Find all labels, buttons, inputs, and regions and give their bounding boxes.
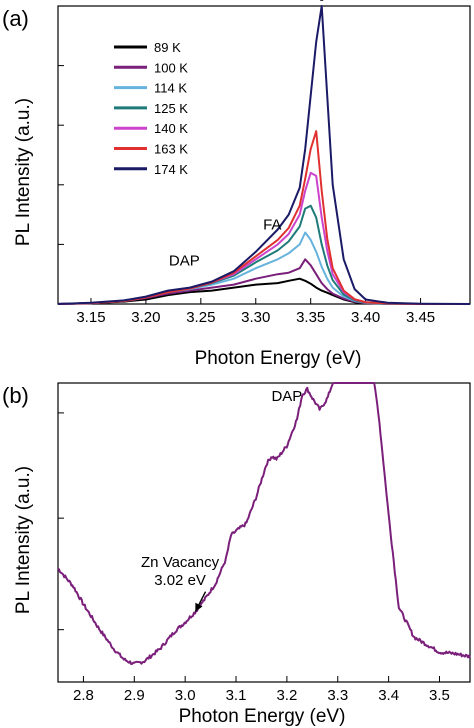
x-tick-label: 3.15 (76, 309, 105, 326)
panel-a-legend: 89 K 100 K 114 K 125 K 140 K 163 K 174 K (114, 40, 188, 177)
annotation-1: FA (263, 217, 281, 234)
x-tick-label: 3.1 (226, 687, 247, 704)
legend-label-2: 114 K (154, 81, 187, 96)
x-tick-label: 3.3 (327, 687, 348, 704)
arrow-head (195, 602, 203, 612)
x-tick-label: 3.0 (175, 687, 196, 704)
panel-b-series (57, 382, 471, 665)
series-line-6 (57, 5, 471, 305)
annotation-2: A0X (309, 0, 335, 4)
x-tick-label: 3.35 (296, 309, 325, 326)
annotation-0: DAP (169, 252, 200, 269)
legend-label-5: 163 K (154, 142, 188, 157)
x-tick-label: 3.30 (241, 309, 270, 326)
x-tick-label: 3.5 (429, 687, 450, 704)
panel-b: (b) PL Intensity (a.u.) Photon Energy (e… (2, 382, 471, 727)
annotation-1: Zn Vacancy (141, 554, 220, 571)
x-tick-label: 2.8 (73, 687, 94, 704)
panel-a-label: (a) (2, 6, 29, 31)
series-line-0 (57, 382, 471, 665)
x-tick-label: 3.2 (276, 687, 297, 704)
panel-a-xlabel: Photon Energy (eV) (195, 348, 362, 369)
panel-b-ylabel: PL Intensity (a.u.) (13, 466, 34, 614)
x-tick-label: 3.20 (131, 309, 160, 326)
panel-a-yticks (58, 65, 64, 245)
legend-label-1: 100 K (154, 60, 188, 75)
panel-a-annotations: DAP FA A0X (169, 0, 335, 269)
panel-b-xlabel: Photon Energy (eV) (179, 706, 346, 727)
panel-a-series (57, 5, 471, 305)
legend-label-4: 140 K (154, 121, 188, 136)
panel-b-yticks (58, 412, 64, 631)
x-tick-label: 3.45 (406, 309, 435, 326)
x-tick-label: 2.9 (124, 687, 145, 704)
legend-label-3: 125 K (154, 101, 188, 116)
annotation-2: 3.02 eV (154, 572, 206, 589)
panel-b-label: (b) (2, 383, 29, 408)
x-tick-label: 3.40 (351, 309, 380, 326)
panel-b-frame (57, 382, 471, 683)
panel-a-frame (57, 5, 471, 305)
panel-a: (a) PL Intensity (a.u.) Photon Energy (e… (2, 0, 471, 369)
x-tick-label: 3.4 (378, 687, 399, 704)
panel-b-xticks: 2.8 2.9 3.0 3.1 3.2 3.3 3.4 3.5 (73, 676, 450, 704)
series-line-1 (57, 258, 470, 305)
series-line-5 (57, 130, 470, 305)
panel-a-ylabel: PL Intensity (a.u.) (13, 98, 34, 246)
legend-label-6: 174 K (154, 162, 188, 177)
annotation-0: DAP (271, 388, 302, 405)
panel-a-xticks: 3.15 3.20 3.25 3.30 3.35 3.40 3.45 (76, 298, 435, 326)
legend-label-0: 89 K (154, 40, 181, 55)
x-tick-label: 3.25 (186, 309, 215, 326)
